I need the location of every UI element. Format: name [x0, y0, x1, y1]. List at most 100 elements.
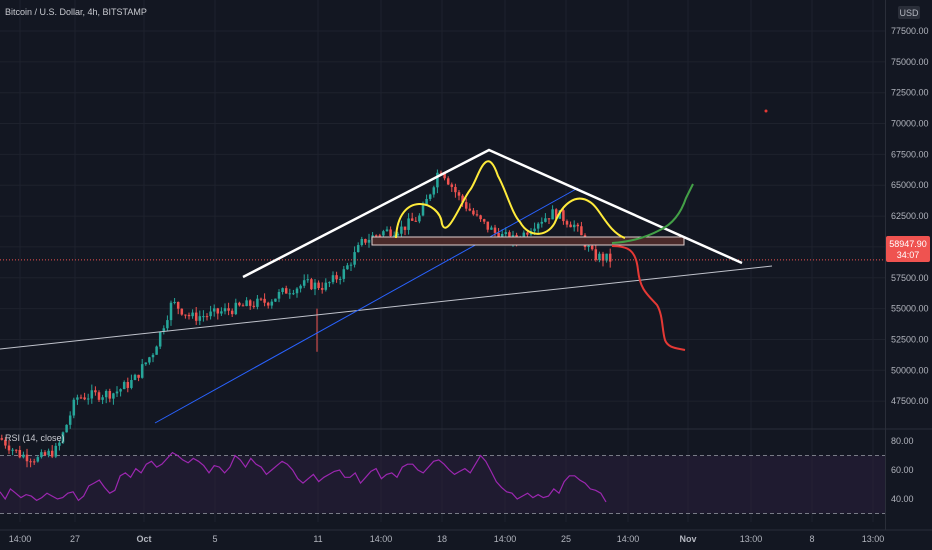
candle-body [40, 452, 43, 458]
candle-body [306, 279, 310, 281]
rsi-band [0, 455, 885, 514]
candle-body [11, 449, 14, 451]
candle-body [349, 264, 353, 266]
candle-body [270, 301, 274, 306]
neckline-support-zone [371, 236, 685, 246]
candle-body [284, 288, 288, 294]
candle-body [562, 210, 565, 222]
candle-body [43, 452, 47, 456]
candle-body [504, 232, 508, 234]
rsi-line [0, 451, 607, 503]
candle-body [47, 450, 50, 456]
candle-body [544, 218, 547, 222]
candle-body [266, 302, 270, 306]
candle-body [547, 218, 551, 220]
time-tick-label: 25 [561, 534, 571, 544]
candle-body [328, 282, 331, 284]
candle-body [29, 461, 32, 463]
candle-body [126, 382, 130, 388]
candle-body [605, 253, 608, 261]
candle-body [90, 390, 94, 399]
candle-body [162, 328, 166, 332]
candle-body [302, 280, 306, 286]
candle-body [594, 249, 598, 260]
candle-body [238, 302, 241, 306]
candle-body [151, 354, 155, 358]
candle-body [439, 172, 443, 174]
candle-body [450, 184, 454, 187]
candle-body [598, 253, 601, 260]
time-tick-label: 18 [437, 534, 447, 544]
last-price-tag: 58947.90 34:07 [886, 236, 930, 262]
candle-body [338, 278, 342, 280]
price-tick-label: 62500.00 [891, 211, 929, 221]
grid-lines [0, 0, 932, 531]
candle-body [443, 173, 446, 179]
candle-body [554, 209, 558, 219]
candle-body [410, 218, 414, 221]
chart-title: Bitcoin / U.S. Dollar, 4h, BITSTAMP [5, 7, 147, 17]
candle-body [335, 275, 338, 280]
candle-body [428, 194, 432, 199]
time-tick-label: 5 [212, 534, 217, 544]
candle-body [436, 172, 439, 188]
candle-body [130, 379, 133, 388]
candle-body [234, 302, 238, 315]
candle-body [158, 331, 162, 347]
candle-body [457, 192, 461, 196]
candle-body [324, 282, 328, 290]
candle-body [198, 316, 202, 321]
time-tick-label: 11 [313, 534, 322, 544]
time-tick-label: Nov [679, 534, 696, 544]
candle-body [104, 390, 108, 398]
candle-body [133, 374, 137, 380]
candle-body [252, 305, 256, 307]
candle-body [119, 389, 122, 392]
candle-body [76, 397, 79, 400]
candle-body [202, 316, 205, 318]
candle-body [191, 312, 194, 317]
candle-body [184, 314, 187, 316]
candle-body [565, 221, 569, 225]
candle-body [94, 390, 97, 393]
candle-body [608, 253, 612, 262]
candle-body [576, 224, 580, 227]
currency-badge[interactable]: USD [898, 6, 920, 19]
candle-body [468, 208, 472, 211]
candle-body [32, 461, 36, 463]
candle-body [18, 450, 22, 458]
candle-body [526, 232, 529, 235]
bullish-projection-path [611, 183, 694, 244]
candle-body [367, 239, 371, 243]
candle-body [176, 301, 180, 309]
rsi-legend: RSI (14, close) [5, 433, 65, 443]
candle-body [295, 288, 299, 294]
last-price-value: 58947.90 [889, 239, 927, 249]
candle-body [263, 298, 266, 303]
candle-body [364, 238, 367, 243]
price-tick-label: 47500.00 [891, 396, 929, 406]
candle-body [342, 269, 346, 279]
time-tick-label: 14:00 [9, 534, 32, 544]
candle-body [392, 235, 396, 237]
candle-body [432, 187, 436, 195]
candle-body [7, 445, 11, 451]
candle-body [421, 205, 425, 216]
candle-body [58, 442, 61, 446]
candle-body [97, 392, 101, 400]
candle-body [54, 445, 58, 457]
time-tick-label: 14:00 [370, 534, 393, 544]
candle-body [137, 374, 140, 378]
candle-body [230, 310, 234, 315]
candle-body [479, 215, 482, 220]
candle-body [360, 238, 364, 246]
candle-body [101, 397, 104, 400]
candle-body [320, 288, 324, 290]
candle-body [288, 293, 292, 295]
price-tick-label: 65000.00 [891, 180, 929, 190]
time-tick-label: 27 [70, 534, 80, 544]
candle-body [259, 298, 263, 300]
candle-body [536, 223, 540, 229]
svg-text:USD: USD [899, 8, 919, 18]
